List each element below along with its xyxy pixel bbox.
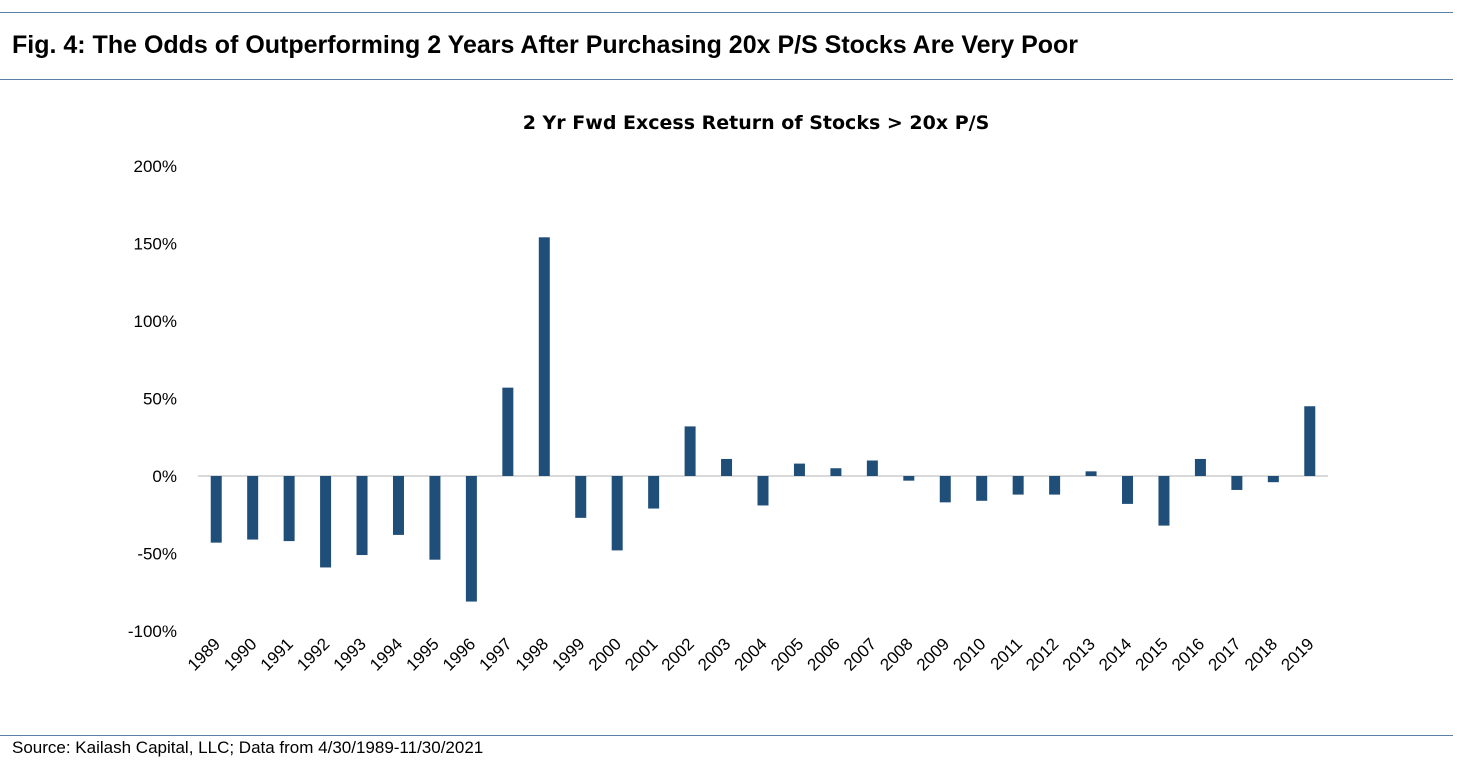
- bar-1997: [502, 387, 514, 476]
- x-tick-label: 1999: [548, 634, 588, 674]
- bar-1994: [392, 476, 404, 535]
- bar-2007: [866, 460, 878, 476]
- x-tick-label: 1994: [366, 634, 406, 674]
- x-tick-label: 2002: [658, 634, 698, 674]
- x-tick-label: 1997: [475, 634, 515, 674]
- x-tick-label: 1993: [330, 634, 370, 674]
- x-tick-label: 1996: [439, 634, 479, 674]
- bar-1996: [465, 476, 477, 602]
- bar-1993: [356, 476, 368, 556]
- bar-2018: [1267, 476, 1279, 483]
- bar-2012: [1049, 476, 1061, 495]
- x-tick-label: 1990: [220, 634, 260, 674]
- x-tick-label: 2010: [949, 634, 989, 674]
- top-rule: [0, 12, 1453, 13]
- bar-2004: [757, 476, 769, 506]
- bottom-rule: [0, 735, 1453, 736]
- x-tick-label: 2001: [621, 634, 661, 674]
- bar-2002: [684, 426, 696, 476]
- bar-2010: [976, 476, 988, 501]
- bar-2014: [1122, 476, 1134, 504]
- x-tick-label: 2017: [1205, 634, 1245, 674]
- bar-1991: [283, 476, 295, 542]
- bar-1999: [575, 476, 587, 518]
- bar-2013: [1085, 471, 1097, 476]
- y-axis: -100% -50% 0% 50% 100% 150% 200%: [128, 157, 177, 641]
- bar-2011: [1012, 476, 1024, 495]
- x-tick-label: 2004: [731, 634, 771, 674]
- figure-title: Fig. 4: The Odds of Outperforming 2 Year…: [12, 31, 1079, 59]
- bar-2019: [1304, 406, 1316, 476]
- x-tick-label: 2008: [876, 634, 916, 674]
- bars: [210, 237, 1316, 602]
- source-note: Source: Kailash Capital, LLC; Data from …: [12, 738, 484, 757]
- bar-2005: [793, 463, 805, 476]
- bar-1992: [320, 476, 332, 568]
- bar-1998: [538, 237, 550, 476]
- x-tick-label: 1991: [257, 634, 297, 674]
- x-tick-label: 2006: [804, 634, 844, 674]
- x-axis: 1989199019911992199319941995199619971998…: [184, 634, 1318, 674]
- chart-title: 2 Yr Fwd Excess Return of Stocks > 20x P…: [523, 112, 990, 134]
- y-tick-label: 200%: [134, 157, 177, 176]
- bar-2008: [903, 476, 915, 481]
- x-tick-label: 1989: [184, 634, 224, 674]
- bar-2000: [611, 476, 623, 551]
- x-tick-label: 1998: [512, 634, 552, 674]
- x-tick-label: 2009: [913, 634, 953, 674]
- bar-2001: [648, 476, 660, 509]
- bar-2017: [1231, 476, 1243, 490]
- y-tick-label: 150%: [134, 235, 177, 254]
- bar-2009: [939, 476, 951, 503]
- x-tick-label: 2007: [840, 634, 880, 674]
- x-tick-label: 2011: [987, 634, 1026, 673]
- bar-2015: [1158, 476, 1170, 526]
- y-tick-label: 100%: [134, 312, 177, 331]
- x-tick-label: 2005: [767, 634, 807, 674]
- y-tick-label: -100%: [128, 622, 177, 641]
- y-tick-label: 50%: [143, 390, 177, 409]
- title-rule: [0, 79, 1453, 80]
- x-tick-label: 2019: [1277, 634, 1317, 674]
- x-tick-label: 2003: [694, 634, 734, 674]
- y-tick-label: -50%: [137, 545, 177, 564]
- x-tick-label: 2013: [1059, 634, 1099, 674]
- bar-2006: [830, 468, 842, 476]
- x-tick-label: 2000: [585, 634, 625, 674]
- x-tick-label: 2012: [1022, 634, 1062, 674]
- x-tick-label: 2014: [1095, 634, 1135, 674]
- x-tick-label: 2016: [1168, 634, 1208, 674]
- bar-1995: [429, 476, 441, 560]
- bar-1990: [247, 476, 259, 540]
- bar-1989: [210, 476, 222, 543]
- x-tick-label: 2015: [1132, 634, 1172, 674]
- y-tick-label: 0%: [152, 467, 177, 486]
- x-tick-label: 1992: [293, 634, 333, 674]
- x-tick-label: 1995: [403, 634, 443, 674]
- x-tick-label: 2018: [1241, 634, 1281, 674]
- bar-2003: [721, 458, 733, 476]
- bar-2016: [1194, 458, 1206, 476]
